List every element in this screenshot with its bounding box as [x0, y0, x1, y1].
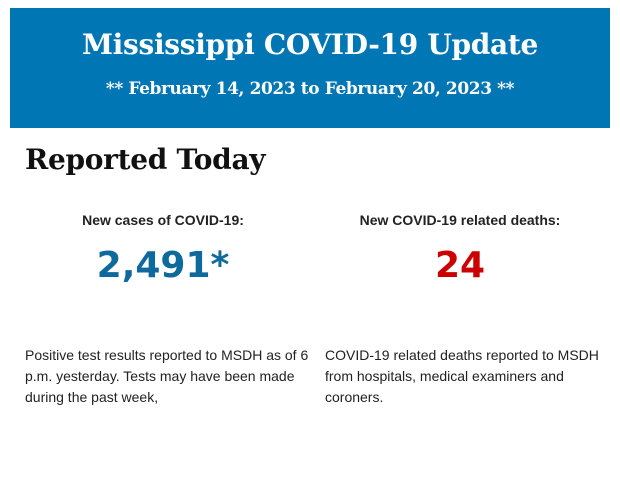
deaths-label: New COVID-19 related deaths: [359, 212, 561, 228]
deaths-value: 24 [434, 245, 486, 286]
page-title: Mississippi COVID-19 Update [81, 28, 538, 61]
cases-label: New cases of COVID-19: [82, 212, 244, 228]
date-range: ** February 14, 2023 to February 20, 202… [105, 79, 515, 99]
cases-description: Positive test results reported to MSDH a… [25, 347, 309, 405]
cases-value: 2,491* [96, 245, 230, 286]
cases-panel: New cases of COVID-19: 2,491* [18, 212, 308, 286]
section-heading: Reported Today [25, 143, 266, 176]
deaths-description: COVID-19 related deaths reported to MSDH… [325, 347, 599, 405]
header-banner: Mississippi COVID-19 Update ** February … [10, 8, 610, 128]
deaths-panel: New COVID-19 related deaths: 24 [315, 212, 605, 286]
